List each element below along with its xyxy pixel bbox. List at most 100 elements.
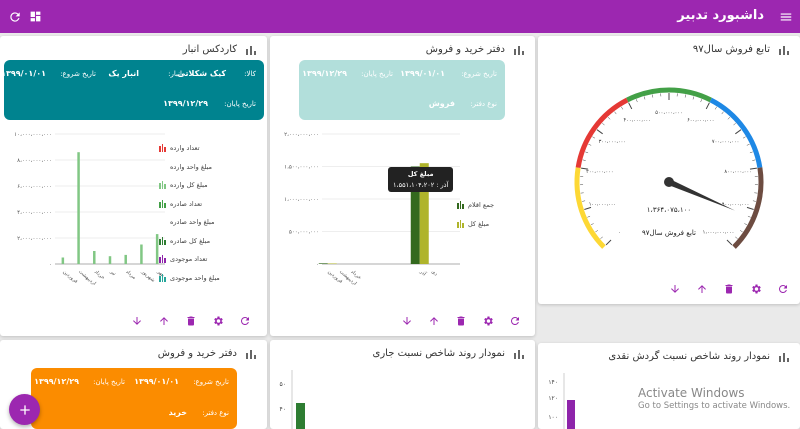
kardex-info-box: کالا: کیک شکلاتی انبار: انبار یک تاریخ ش… [1, 60, 264, 120]
y-tick-label: ۸،۰۰۰،۰۰۰،۰۰۰ [17, 158, 52, 164]
y-tick-label: ۱،۵۰۰،۰۰۰،۰۰۰ [284, 165, 319, 171]
legend-swatch-icon [158, 144, 166, 153]
refresh-card-icon[interactable] [777, 283, 789, 295]
bar [124, 254, 127, 264]
gauge-caption: تابع فروش سال۹۷ [642, 229, 696, 237]
gauge-tick [582, 159, 586, 161]
delete-icon[interactable] [723, 283, 735, 295]
gauge-tick-label: ۰ [618, 229, 621, 235]
bar [327, 263, 337, 264]
gauge-tick [628, 102, 633, 110]
legend-label: مبلغ واحد صادره [170, 218, 215, 227]
ledger-type-value: خرید [168, 408, 187, 417]
x-tick-label: دی [430, 269, 439, 278]
delete-icon[interactable] [185, 315, 197, 327]
add-widget-button[interactable] [9, 394, 40, 425]
y-tick-label: ۴۰ [280, 406, 286, 413]
settings-gear-icon[interactable] [212, 315, 224, 327]
legend-swatch-icon [158, 236, 166, 245]
bar [296, 403, 305, 429]
end-date-value: ۱۳۹۹/۱۲/۲۹ [302, 69, 347, 78]
y-tick-label: ۲،۰۰۰،۰۰۰،۰۰۰ [17, 236, 52, 242]
bar-chart-icon [246, 46, 256, 55]
gauge-tick [584, 206, 592, 210]
kala-label: کالا: [244, 70, 256, 78]
y-tick-label: ۰ [49, 262, 52, 268]
gauge-tick [742, 136, 746, 139]
kardex-legend: تعداد وارده مبلغ واحد وارده مبلغ کل وارده ت… [158, 139, 259, 288]
move-down-icon[interactable] [401, 315, 413, 327]
y-tick-label: ۵۰ [280, 381, 286, 388]
cash-turnover-chart: ۱۰۰ ۱۲۰ ۱۴۰ [548, 373, 575, 429]
gauge-tick [752, 200, 756, 202]
legend-item[interactable]: مبلغ واحد صادره [159, 213, 259, 232]
legend-label: مبلغ کل [468, 219, 490, 228]
refresh-icon[interactable] [6, 8, 23, 25]
legend-item[interactable]: مبلغ واحد وارده [159, 158, 259, 177]
legend-item[interactable]: مبلغ کل صادره [158, 232, 259, 251]
gauge-tick [588, 143, 592, 146]
gauge-tick [587, 215, 591, 218]
settings-gear-icon[interactable] [482, 315, 494, 327]
move-up-icon[interactable] [696, 283, 708, 295]
legend-item[interactable]: مبلغ کل وارده [158, 176, 259, 195]
gauge-tick [614, 111, 617, 115]
sales-info-box: تاریخ شروع: ۱۳۹۹/۰۱/۰۱ تاریخ پایان: ۱۳۹۹… [299, 60, 505, 120]
card-title: نمودار روند شاخص نسبت گردش نقدی [608, 351, 770, 362]
legend-item[interactable]: تعداد موجودی [158, 250, 259, 269]
gauge-tick [733, 122, 736, 126]
y-tick-label: ۶،۰۰۰،۰۰۰،۰۰۰ [17, 184, 52, 190]
gauge-band [575, 97, 629, 169]
card-header: دفتر خرید و فروش [0, 340, 267, 368]
card-title: نمودار روند شاخص نسبت جاری [372, 348, 505, 359]
start-date-label: تاریخ شروع: [193, 378, 229, 386]
legend-swatch-icon [158, 273, 166, 282]
move-up-icon[interactable] [428, 315, 440, 327]
gauge-band [626, 87, 712, 103]
bar [567, 400, 575, 429]
gauge-tick [600, 236, 603, 239]
bar [108, 256, 112, 264]
gauge-tick-label: ۹۰۰،۰۰۰،۰۰۰ [722, 202, 749, 208]
gauge-tick [590, 223, 594, 226]
card-title: تابع فروش سال۹۷ [692, 44, 770, 55]
gauge-tick [636, 99, 638, 103]
legend-swatch-icon [159, 218, 166, 226]
watermark-line2: Go to Settings to activate Windows. [638, 401, 791, 411]
anbar-value: انبار یک [108, 69, 139, 78]
legend-item[interactable]: تعداد وارده [158, 139, 259, 158]
gauge-tick [582, 200, 586, 202]
menu-icon[interactable] [777, 8, 794, 25]
legend-label: جمع اقلام [468, 201, 495, 210]
legend-item[interactable]: مبلغ واحد موجودی [158, 269, 259, 288]
card-header: نمودار روند شاخص نسبت جاری [270, 340, 535, 368]
y-tick-label: ۴،۰۰۰،۰۰۰،۰۰۰ [17, 210, 52, 216]
refresh-card-icon[interactable] [509, 315, 521, 327]
move-down-icon[interactable] [669, 283, 681, 295]
settings-gear-icon[interactable] [750, 283, 762, 295]
move-up-icon[interactable] [158, 315, 170, 327]
gauge-tick [726, 239, 733, 246]
card-actions [669, 283, 789, 299]
top-app-bar: داشبورد تدبیر [0, 0, 800, 33]
card-title: دفتر خرید و فروش [425, 44, 505, 55]
legend-label: مبلغ واحد وارده [170, 162, 212, 171]
anbar-label: انبار: [168, 70, 182, 78]
gauge-tick-label: ۵۰۰،۰۰۰،۰۰۰ [655, 110, 682, 116]
legend-item[interactable]: تعداد صادره [158, 195, 259, 214]
legend-item[interactable]: جمع اقلام [456, 196, 527, 215]
legend-item[interactable]: مبلغ کل [456, 215, 527, 234]
legend-swatch-icon [456, 201, 464, 210]
refresh-card-icon[interactable] [239, 315, 251, 327]
dashboard-grid-icon[interactable] [27, 8, 44, 25]
gauge-tick-label: ۷۰۰،۰۰۰،۰۰۰ [712, 139, 739, 145]
gauge-tick-label: ۱،۰۰۰،۰۰۰،۰۰۰ [703, 229, 735, 235]
gauge-tick [752, 159, 756, 161]
card-cash-turnover: نمودار روند شاخص نسبت گردش نقدی ۱۰۰ ۱۲۰ ۱۴… [538, 343, 800, 429]
move-down-icon[interactable] [131, 315, 143, 327]
gauge-tick [727, 116, 731, 120]
delete-icon[interactable] [455, 315, 467, 327]
card-current-ratio: نمودار روند شاخص نسبت جاری ۴۰ ۵۰ [270, 340, 535, 429]
y-tick-label: ۱،۰۰۰،۰۰۰،۰۰۰ [284, 197, 319, 203]
gauge-tick [749, 151, 753, 154]
